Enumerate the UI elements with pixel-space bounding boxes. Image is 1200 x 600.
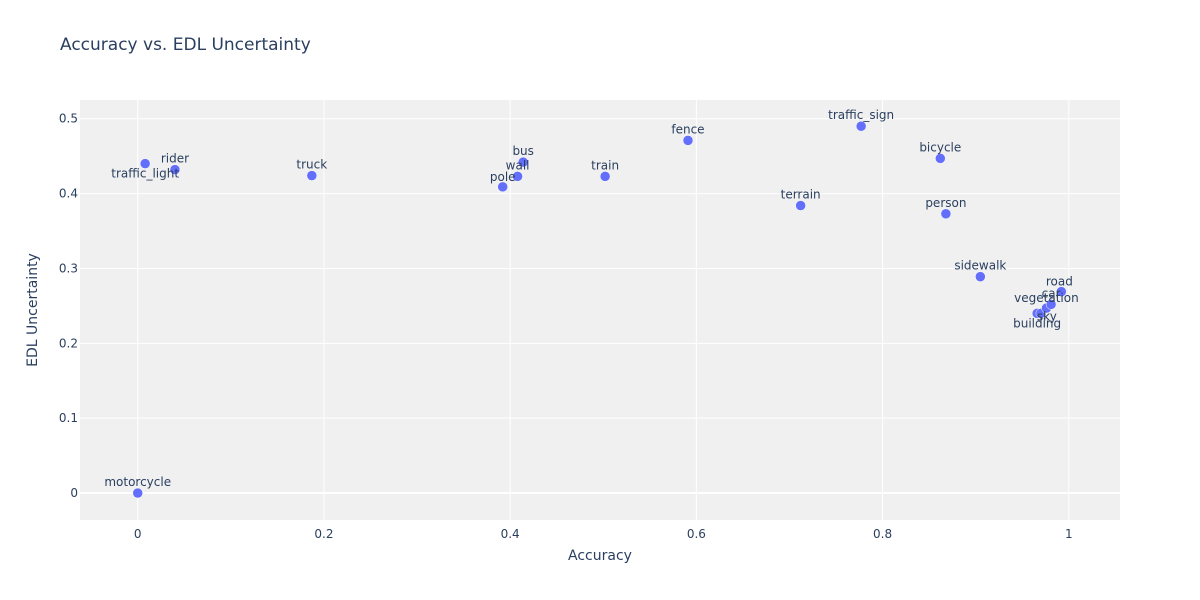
y-tick-label: 0.4 [59,187,78,201]
data-point[interactable] [682,135,694,146]
point-label: bus [512,144,533,158]
data-points [132,120,1067,499]
y-tick-label: 0 [70,486,78,500]
y-tick-label: 0.5 [59,112,78,126]
x-tick-label: 0.8 [873,527,892,541]
y-tick-label: 0.2 [59,336,78,350]
point-label: pole [490,170,516,184]
x-tick-label: 0 [134,527,142,541]
y-tick-label: 0.1 [59,411,78,425]
point-label: sidewalk [954,259,1006,273]
data-point[interactable] [855,120,867,132]
point-label: traffic_light [111,167,179,181]
x-axis-ticks: 0 0.2 0.4 0.6 0.8 1 [134,527,1073,541]
x-tick-label: 1 [1065,527,1073,541]
data-point[interactable] [512,171,523,182]
data-point[interactable] [139,158,151,169]
point-label: sky [1037,309,1057,323]
data-point[interactable] [132,487,143,499]
point-label: road [1046,275,1073,289]
point-label: rider [161,152,189,166]
data-point[interactable] [306,170,318,181]
data-point[interactable] [1056,286,1067,297]
point-label: person [925,196,966,210]
point-label: wall [506,158,530,172]
data-point[interactable] [940,208,952,220]
y-tick-label: 0.3 [59,261,78,275]
gridlines [80,100,1120,520]
point-label: fence [671,122,704,136]
point-label: traffic_sign [828,108,894,122]
data-point[interactable] [975,271,986,282]
y-axis-ticks: 0 0.1 0.2 0.3 0.4 0.5 [59,112,78,500]
point-label: truck [296,158,327,172]
point-label: train [591,158,619,172]
x-tick-label: 0.2 [314,527,333,541]
data-point[interactable] [935,153,946,164]
data-point[interactable] [599,171,611,182]
point-label: vegetation [1014,291,1079,305]
x-axis-title: Accuracy [568,548,632,564]
point-label: building [1013,316,1061,330]
data-point[interactable] [517,156,529,168]
chart-title: Accuracy vs. EDL Uncertainty [60,35,311,55]
x-tick-label: 0.4 [501,527,520,541]
data-point[interactable] [497,181,508,193]
x-tick-label: 0.6 [687,527,706,541]
data-point[interactable] [1045,299,1057,310]
point-label: bicycle [919,140,961,154]
point-label: motorcycle [104,475,171,489]
point-label: car [1042,286,1061,300]
y-axis-title: EDL Uncertainty [25,253,41,367]
point-label: terrain [781,188,821,202]
data-point[interactable] [169,164,181,175]
plot-area [80,100,1120,520]
data-point[interactable] [795,200,806,211]
